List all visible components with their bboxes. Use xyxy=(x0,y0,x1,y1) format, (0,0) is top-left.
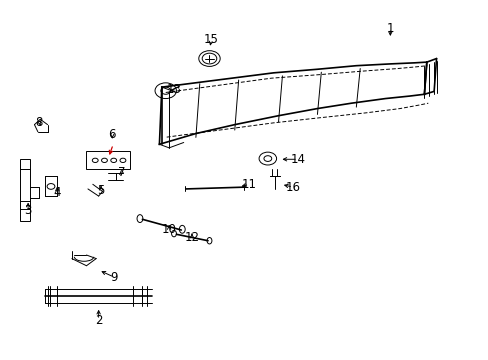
Text: 15: 15 xyxy=(203,33,219,46)
Text: 7: 7 xyxy=(118,166,125,179)
Text: 3: 3 xyxy=(24,204,32,217)
Text: 9: 9 xyxy=(110,271,118,284)
Text: 13: 13 xyxy=(166,84,181,96)
Text: 5: 5 xyxy=(97,184,104,197)
Text: 10: 10 xyxy=(162,223,176,236)
Text: 4: 4 xyxy=(54,186,61,199)
Text: 1: 1 xyxy=(386,22,393,35)
Text: 2: 2 xyxy=(95,314,102,327)
Text: 12: 12 xyxy=(184,231,199,244)
Text: 14: 14 xyxy=(290,153,305,166)
Text: 8: 8 xyxy=(36,116,43,129)
Text: 16: 16 xyxy=(285,181,300,194)
Text: 11: 11 xyxy=(242,178,256,191)
Text: 6: 6 xyxy=(108,128,116,141)
